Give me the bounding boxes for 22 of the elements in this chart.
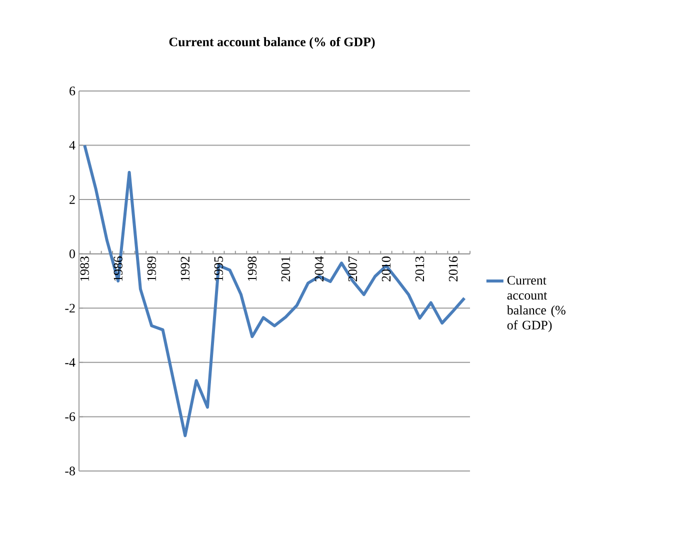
x-tick-label: 2004 [314,256,324,282]
x-tick-label: 1989 [147,256,156,281]
x-tick-label: 2007 [348,256,358,282]
y-tick-label: -8 [65,466,75,476]
y-tick-label: -6 [65,412,76,422]
x-tick-label: 2001 [281,256,290,282]
y-tick-label: -2 [65,304,75,312]
x-tick-label: 1995 [214,256,223,281]
x-tick-label: 1986 [114,256,122,281]
y-tick-label: 6 [70,86,76,96]
y-tick-label: 0 [70,249,75,258]
y-tick-label: -4 [65,358,76,367]
x-tick-label: 2013 [415,256,424,282]
y-tick-label: 2 [70,195,75,204]
x-tick-label: 1998 [248,256,257,281]
y-tick-label: 4 [69,141,76,150]
legend-label: Current account balance (% of GDP) [506,276,566,332]
x-tick-label: 2010 [382,256,391,282]
x-tick-label: 1992 [180,256,190,281]
x-tick-label: 1983 [80,256,89,281]
x-tick-label: 2016 [448,256,458,282]
chart-title: Current account balance (% of GDP) [169,37,375,49]
